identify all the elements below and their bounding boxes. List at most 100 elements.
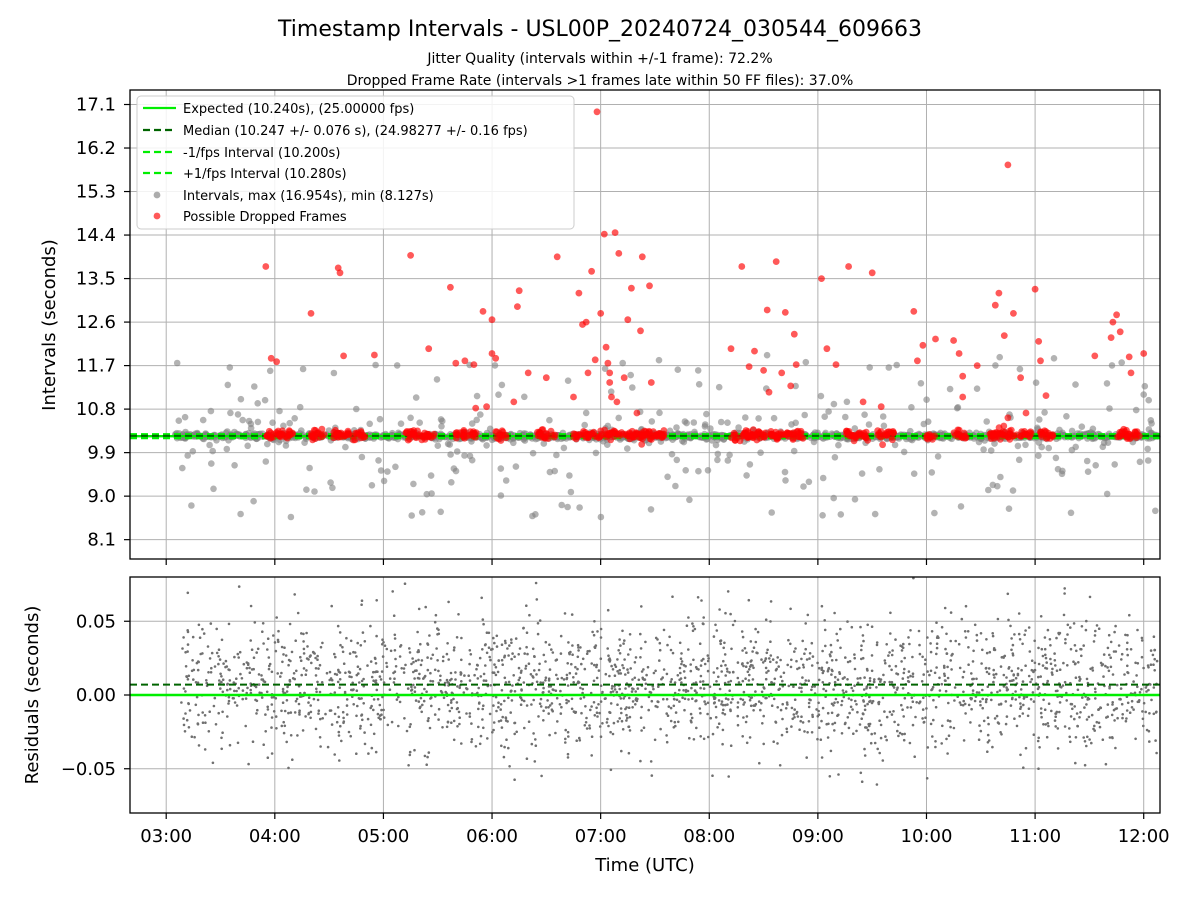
residual-point <box>500 658 504 662</box>
dropped-frame-point-45 <box>624 316 632 324</box>
residual-point <box>186 591 190 595</box>
interval-point <box>735 424 742 431</box>
residual-point <box>906 676 910 679</box>
interval-point <box>712 441 720 449</box>
residual-point <box>482 672 486 676</box>
dropped-frame-point-88 <box>1031 285 1039 293</box>
residual-point <box>804 622 807 625</box>
residual-point <box>745 651 748 654</box>
residual-point <box>731 670 735 674</box>
residual-point <box>776 656 779 659</box>
residual-point <box>252 656 256 659</box>
residual-point <box>780 733 784 737</box>
residual-point <box>810 664 814 667</box>
residual-point <box>1086 681 1090 685</box>
residual-point <box>727 775 730 778</box>
residual-point <box>245 666 249 670</box>
residual-point <box>1036 739 1040 743</box>
residual-point <box>820 756 824 759</box>
residual-point <box>392 614 396 617</box>
top-y-tick-label-7: 14.4 <box>76 225 116 246</box>
residual-point <box>672 704 676 708</box>
residual-point <box>888 710 892 714</box>
residual-point <box>1032 700 1036 703</box>
residual-point <box>907 670 911 673</box>
residual-point <box>716 726 719 729</box>
dropped-frame-point-42 <box>613 398 621 406</box>
residual-point <box>1027 707 1031 710</box>
residual-point <box>711 774 714 777</box>
residual-point <box>781 717 784 721</box>
residual-point <box>429 679 432 683</box>
residual-point <box>533 655 536 658</box>
residual-point <box>566 662 569 665</box>
x-tick-label-7: 10:00 <box>901 826 953 847</box>
residual-point <box>721 711 724 715</box>
residual-point <box>854 699 857 703</box>
residual-point <box>808 652 812 655</box>
residual-point <box>270 726 273 729</box>
residual-point <box>182 636 185 639</box>
residual-point <box>250 648 254 651</box>
residual-point <box>447 658 451 661</box>
interval-point <box>983 418 990 425</box>
residual-point <box>1152 712 1156 716</box>
residual-point <box>341 645 344 649</box>
residual-point <box>520 689 523 692</box>
residual-point <box>352 703 356 706</box>
residual-point <box>918 652 922 656</box>
residual-point <box>599 735 603 738</box>
interval-point <box>885 364 893 371</box>
residual-point <box>402 667 406 670</box>
residual-point <box>1021 642 1024 646</box>
residual-point <box>208 710 211 713</box>
dropped-frame-point <box>890 429 897 437</box>
residual-point <box>579 697 582 700</box>
residual-point <box>491 671 495 674</box>
dropped-frame-point <box>950 429 958 437</box>
residual-point <box>255 651 258 654</box>
residual-point <box>251 740 255 743</box>
interval-point <box>770 414 778 422</box>
residual-point <box>566 756 570 759</box>
residual-point <box>209 622 213 625</box>
dropped-frame-point <box>889 436 896 444</box>
residual-point <box>691 629 695 633</box>
residual-point <box>760 658 763 661</box>
residual-point <box>979 703 982 707</box>
residual-point <box>764 657 768 660</box>
residual-point <box>948 719 952 723</box>
dropped-frame-point <box>1123 426 1130 434</box>
residual-point <box>418 672 421 676</box>
interval-point <box>830 494 837 502</box>
residual-point <box>789 665 793 669</box>
residual-point <box>431 653 435 657</box>
dropped-frame-point <box>1049 432 1056 439</box>
residual-point <box>445 652 449 656</box>
residual-point <box>975 633 979 637</box>
residual-point <box>972 677 975 681</box>
residual-point <box>192 668 196 672</box>
dropped-frame-point <box>310 432 318 440</box>
residual-point <box>642 726 646 729</box>
residual-point <box>1102 675 1105 678</box>
residual-point <box>393 633 397 637</box>
residual-point <box>626 668 629 671</box>
residual-point <box>1144 686 1148 689</box>
residual-point <box>765 671 768 674</box>
residual-point <box>428 726 432 730</box>
residual-point <box>723 713 727 716</box>
interval-point <box>817 392 825 400</box>
residual-point <box>1022 703 1025 707</box>
residual-point <box>943 672 946 676</box>
residual-point <box>338 678 342 681</box>
interval-point <box>601 365 609 373</box>
residual-point <box>1028 650 1032 653</box>
residual-point <box>513 732 516 736</box>
residual-point <box>899 644 902 647</box>
dropped-frame-point-9 <box>425 345 433 353</box>
residual-point <box>800 715 803 718</box>
interval-point <box>498 381 506 389</box>
residual-point <box>256 647 260 651</box>
residual-point <box>1107 633 1111 637</box>
